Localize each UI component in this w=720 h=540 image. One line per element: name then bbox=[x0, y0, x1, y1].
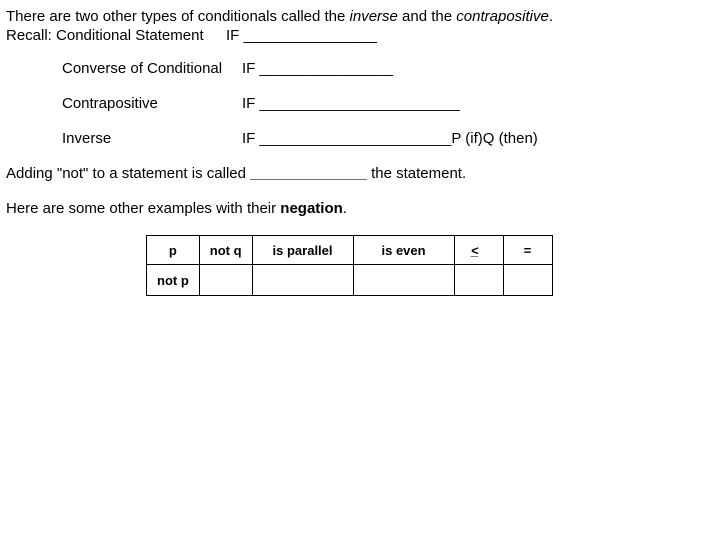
recall-if: IF ________________ bbox=[226, 27, 377, 44]
contrapositive-if: IF ________________________ bbox=[242, 95, 460, 112]
cell-eq: = bbox=[503, 236, 552, 265]
converse-row: Converse of Conditional IF _____________… bbox=[62, 60, 714, 77]
examples-bold: negation bbox=[280, 200, 343, 217]
table-row: p not q is parallel is even <_ = bbox=[147, 236, 553, 265]
cell-not-p: not p bbox=[147, 265, 200, 296]
table-row: not p bbox=[147, 265, 553, 296]
cell-empty bbox=[199, 265, 252, 296]
intro-prefix: There are two other types of conditional… bbox=[6, 8, 350, 25]
intro-line: There are two other types of conditional… bbox=[6, 8, 714, 25]
recall-row: Recall: Conditional Statement IF _______… bbox=[6, 27, 714, 44]
intro-inverse: inverse bbox=[350, 8, 398, 25]
inverse-row: Inverse IF _______________________P (if)… bbox=[62, 130, 714, 147]
adding-blank: ______________ bbox=[250, 165, 367, 182]
adding-not-line: Adding "not" to a statement is called __… bbox=[6, 165, 714, 182]
converse-if: IF ________________ bbox=[242, 60, 393, 77]
examples-line: Here are some other examples with their … bbox=[6, 200, 714, 217]
cell-p: p bbox=[147, 236, 200, 265]
inverse-label: Inverse bbox=[62, 130, 242, 147]
adding-prefix: Adding "not" to a statement is called bbox=[6, 165, 250, 182]
negation-table: p not q is parallel is even <_ = not p bbox=[146, 235, 553, 296]
intro-contrapositive: contrapositive bbox=[456, 8, 549, 25]
cell-is-parallel: is parallel bbox=[252, 236, 353, 265]
recall-label: Recall: Conditional Statement bbox=[6, 27, 226, 44]
examples-prefix: Here are some other examples with their bbox=[6, 200, 280, 217]
cell-lt: <_ bbox=[454, 236, 503, 265]
cell-empty bbox=[252, 265, 353, 296]
cell-empty bbox=[503, 265, 552, 296]
adding-suffix: the statement. bbox=[367, 165, 466, 182]
cell-not-q: not q bbox=[199, 236, 252, 265]
contrapositive-row: Contrapositive IF ______________________… bbox=[62, 95, 714, 112]
cell-empty bbox=[353, 265, 454, 296]
cell-is-even: is even bbox=[353, 236, 454, 265]
inverse-if: IF _______________________P (if)Q (then) bbox=[242, 130, 538, 147]
contrapositive-label: Contrapositive bbox=[62, 95, 242, 112]
cell-empty bbox=[454, 265, 503, 296]
converse-label: Converse of Conditional bbox=[62, 60, 242, 77]
intro-mid: and the bbox=[398, 8, 456, 25]
examples-suffix: . bbox=[343, 200, 347, 217]
intro-suffix: . bbox=[549, 8, 553, 25]
